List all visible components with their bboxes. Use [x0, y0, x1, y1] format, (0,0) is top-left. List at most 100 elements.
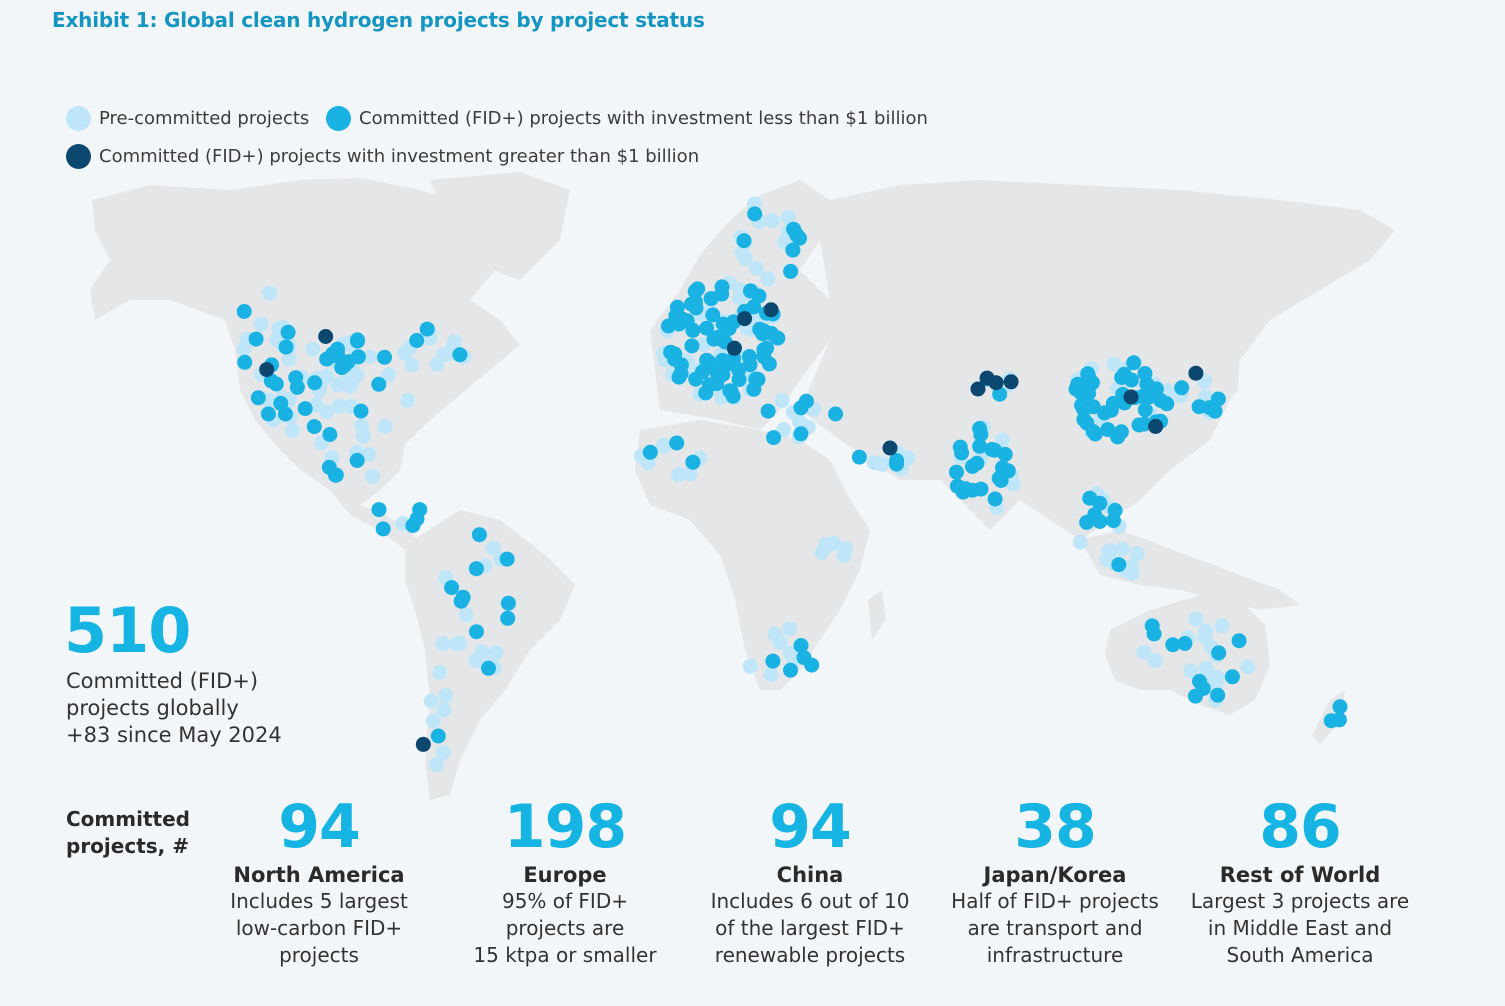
project-dot	[715, 367, 731, 383]
global-total-description: Committed (FID+) projects globally +83 s…	[66, 668, 282, 749]
committed-label-line: projects, #	[66, 834, 189, 858]
project-dot	[970, 381, 986, 397]
project-dot	[760, 403, 776, 419]
project-dot	[789, 227, 805, 243]
region-description: 95% of FID+ projects are 15 ktpa or smal…	[445, 888, 685, 969]
project-dot	[851, 449, 867, 465]
project-dot	[1224, 669, 1240, 685]
project-dot	[984, 442, 1000, 457]
project-dot	[1142, 389, 1158, 405]
project-dot	[782, 621, 798, 637]
project-dot	[297, 401, 313, 417]
project-dot	[1110, 429, 1126, 445]
project-dot	[1099, 552, 1115, 568]
project-dot	[972, 438, 988, 454]
project-dot	[721, 321, 737, 336]
project-dot	[889, 453, 905, 468]
project-dot	[1092, 495, 1108, 511]
project-dot	[435, 636, 451, 652]
project-dot	[1139, 376, 1155, 392]
project-dot	[1240, 659, 1256, 675]
project-dot	[954, 445, 970, 461]
project-dot	[738, 251, 754, 267]
project-dot	[714, 279, 730, 295]
project-dot	[318, 329, 334, 344]
project-dot	[236, 304, 252, 319]
project-dot	[419, 321, 435, 337]
project-dot	[1105, 395, 1121, 411]
project-dot	[1332, 699, 1348, 715]
region-description: Largest 3 projects are in Middle East an…	[1180, 888, 1420, 969]
project-dot	[305, 341, 321, 357]
project-dot	[796, 650, 812, 666]
project-dot	[669, 435, 685, 451]
project-dot	[488, 645, 504, 661]
project-dot	[703, 291, 719, 307]
project-dot	[1079, 415, 1095, 431]
region-desc-line: Half of FID+ projects	[951, 889, 1159, 913]
project-dot	[972, 421, 988, 436]
project-dot	[682, 466, 698, 482]
project-dot	[793, 426, 809, 442]
project-dot	[766, 430, 782, 446]
project-dot	[375, 521, 391, 537]
region-name: Rest of World	[1219, 863, 1381, 887]
project-dot	[1231, 633, 1247, 649]
project-dot	[1114, 541, 1130, 557]
region-value: 94	[278, 792, 361, 862]
project-dot	[306, 419, 322, 435]
project-dot	[499, 551, 515, 567]
project-dot	[237, 354, 253, 370]
project-dot	[750, 371, 766, 387]
project-dot	[319, 368, 334, 384]
project-dot	[455, 589, 471, 605]
project-dot	[415, 736, 431, 752]
exhibit-title: Exhibit 1: Global clean hydrogen project…	[52, 8, 705, 32]
land-masses	[90, 172, 1395, 800]
project-dot	[1188, 365, 1204, 381]
project-dot	[685, 454, 701, 470]
region-desc-line: projects are	[505, 916, 625, 940]
project-dot	[673, 357, 689, 373]
region-desc-line: of the largest FID+	[715, 916, 905, 940]
project-dot	[763, 302, 779, 318]
project-dot	[1087, 507, 1103, 523]
project-dot	[371, 502, 387, 518]
project-dot	[997, 446, 1013, 462]
project-dot	[371, 376, 387, 392]
project-dot	[1136, 644, 1152, 660]
project-dot	[350, 332, 365, 348]
project-dot	[400, 392, 416, 408]
region-value: 86	[1259, 792, 1342, 862]
project-dot	[377, 349, 392, 365]
project-dot	[1331, 712, 1347, 728]
committed-projects-label: Committed projects, #	[66, 806, 190, 860]
project-dot	[1214, 618, 1230, 634]
project-dot	[1005, 476, 1021, 492]
project-dot	[354, 418, 370, 434]
project-dot	[449, 636, 465, 652]
region-desc-line: Largest 3 projects are	[1190, 889, 1410, 913]
project-dot	[321, 459, 337, 475]
project-dot	[1177, 636, 1193, 651]
project-dot	[485, 540, 501, 556]
project-dot	[741, 349, 757, 364]
project-dot	[798, 393, 814, 409]
project-dot	[468, 561, 484, 577]
project-dot	[1003, 374, 1019, 390]
project-dot	[377, 418, 393, 434]
project-dot	[281, 351, 297, 367]
project-dot	[1211, 645, 1227, 661]
region-desc-line: projects	[279, 943, 359, 967]
project-dot	[236, 341, 252, 357]
project-dot	[404, 357, 420, 373]
project-dot	[783, 263, 799, 279]
project-dot	[736, 233, 752, 249]
project-dot	[322, 427, 338, 442]
project-dot	[253, 316, 269, 332]
project-dot	[436, 702, 452, 718]
region-desc-line: South America	[1226, 943, 1374, 967]
region-description: Includes 5 largest low-carbon FID+ proje…	[199, 888, 439, 969]
project-dot	[705, 307, 721, 323]
